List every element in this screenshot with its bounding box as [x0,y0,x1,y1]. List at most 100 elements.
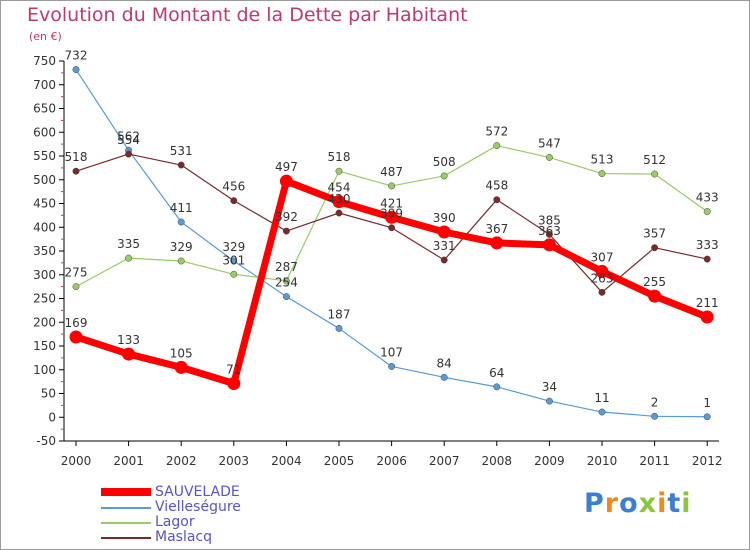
data-point [125,150,133,158]
data-label: 335 [117,237,140,251]
logo-letter: o [619,488,639,519]
data-point [69,330,83,344]
data-label: 329 [222,240,245,254]
data-point [703,208,711,216]
data-point [440,373,448,381]
data-label: 307 [591,250,614,264]
y-tick-label: 550 [33,149,56,163]
chart-title: Evolution du Montant de la Dette par Hab… [27,4,468,26]
y-tick-label: 300 [33,268,56,282]
data-point [648,289,662,303]
data-label: 169 [65,316,88,330]
data-label: 487 [380,165,403,179]
data-label: 732 [65,49,88,63]
y-tick-label: 500 [33,173,56,187]
legend-label: Maslacq [155,529,213,545]
data-point [440,172,448,180]
data-label: 367 [485,222,508,236]
data-label: 107 [380,345,403,359]
data-label: 531 [170,144,193,158]
data-point [651,412,659,420]
data-point [227,377,241,391]
y-tick-label: 200 [33,315,56,329]
data-point [651,244,659,252]
data-point [598,408,606,416]
data-point [230,257,238,265]
data-label: 133 [117,333,140,347]
y-tick-label: 600 [33,125,56,139]
data-label: 385 [538,213,561,227]
legend-swatch [101,522,151,524]
data-label: 71 [226,363,241,377]
data-label: 390 [433,211,456,225]
x-tick-label: 2009 [534,454,565,468]
data-point [493,196,501,204]
legend-label: Vielleségure [155,499,241,515]
x-tick-label: 2012 [692,454,723,468]
data-point [385,210,399,224]
data-point [72,167,80,175]
data-point [703,413,711,421]
data-point [595,264,609,278]
y-tick-label: 700 [33,78,56,92]
logo-letter: i [681,488,692,519]
data-point [282,227,290,235]
data-label: 11 [594,391,609,405]
data-label: 34 [542,380,557,394]
legend-label: Lagor [155,514,195,530]
data-point [545,397,553,405]
data-point [122,347,136,361]
data-point [174,360,188,374]
data-label: 64 [489,366,504,380]
y-tick-label: 650 [33,102,56,116]
chart-subtitle: (en €) [29,30,62,43]
data-point [490,236,504,250]
logo-letter: r [604,488,620,519]
x-tick-label: 2005 [324,454,355,468]
data-label: 572 [485,125,508,139]
data-point [388,182,396,190]
data-point [177,257,185,265]
data-label: 497 [275,160,298,174]
logo-letter: x [638,488,658,519]
legend-swatch [101,488,151,496]
data-point [282,277,290,285]
y-tick-label: 250 [33,292,56,306]
data-label: 275 [65,266,88,280]
data-label: 399 [380,207,403,221]
data-label: 508 [433,155,456,169]
data-point [335,209,343,217]
y-tick-label: 0 [48,410,56,424]
data-point [493,142,501,150]
data-point [177,161,185,169]
data-label: 287 [275,260,298,274]
data-point [72,283,80,291]
data-point [598,288,606,296]
data-label: 301 [222,253,245,267]
data-point [335,324,343,332]
y-tick-label: 150 [33,339,56,353]
data-label: 187 [328,307,351,321]
data-label: 430 [328,192,351,206]
x-tick-label: 2002 [166,454,197,468]
x-tick-label: 2011 [639,454,670,468]
data-label: 562 [117,129,140,143]
logo-letter: t [667,488,682,519]
data-label: 518 [65,150,88,164]
data-label: 329 [170,240,193,254]
y-tick-label: 350 [33,244,56,258]
data-point [440,256,448,264]
data-point [125,254,133,262]
data-label: 458 [485,179,508,193]
data-point [279,174,293,188]
proxiti-logo: Proxiti [584,488,692,519]
data-point [542,238,556,252]
data-label: 456 [222,180,245,194]
data-point [437,225,451,239]
data-label: 2 [651,395,659,409]
data-label: 331 [433,239,456,253]
data-label: 547 [538,136,561,150]
data-label: 211 [696,296,719,310]
x-tick-label: 2004 [271,454,302,468]
